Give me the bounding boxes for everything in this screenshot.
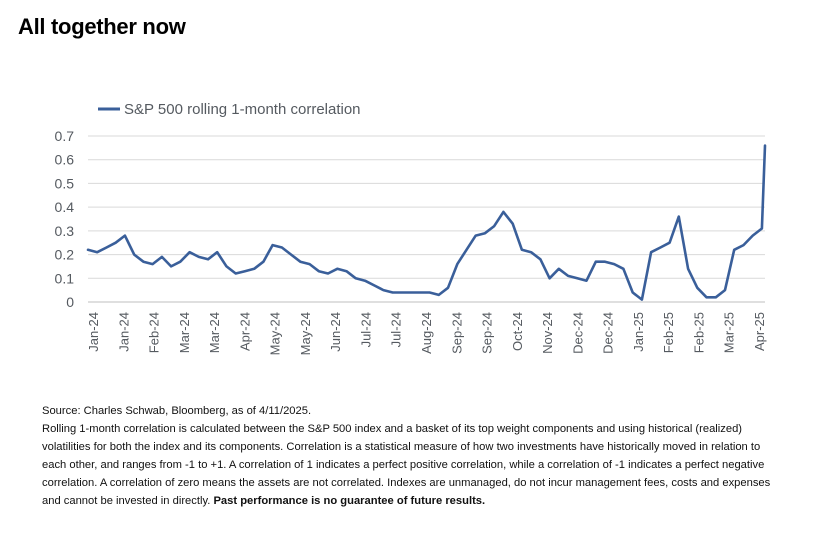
x-tick-label: May-24 — [268, 312, 283, 355]
x-tick-label: Feb-24 — [147, 312, 162, 353]
x-tick-label: Aug-24 — [419, 312, 434, 354]
x-tick-label: Sep-24 — [480, 312, 495, 354]
y-tick-label: 0.6 — [55, 152, 75, 168]
series-group — [86, 144, 767, 301]
x-tick-label: Feb-25 — [661, 312, 676, 353]
legend: S&P 500 rolling 1-month correlation — [98, 101, 361, 118]
chart-notes: Source: Charles Schwab, Bloomberg, as of… — [42, 402, 782, 510]
x-tick-label: Jun-24 — [328, 312, 343, 352]
y-tick-label: 0.2 — [55, 247, 75, 263]
x-tick-label: Mar-24 — [207, 312, 222, 353]
source-note: Source: Charles Schwab, Bloomberg, as of… — [42, 405, 312, 417]
x-tick-label: Jan-24 — [86, 312, 101, 352]
y-tick-label: 0.3 — [55, 223, 75, 239]
x-tick-label: Feb-25 — [691, 312, 706, 353]
x-tick-label: Jul-24 — [358, 312, 373, 347]
x-tick-label: Jul-24 — [389, 312, 404, 347]
x-tick-label: Apr-24 — [237, 312, 252, 351]
x-tick-label: Mar-24 — [177, 312, 192, 353]
x-tick-label: Mar-25 — [722, 312, 737, 353]
disclaimer-text: Past performance is no guarantee of futu… — [213, 495, 486, 507]
x-tick-label: May-24 — [298, 312, 313, 355]
x-tick-label: Dec-24 — [570, 312, 585, 354]
x-tick-label: Sep-24 — [449, 312, 464, 354]
y-axis-ticks: 0 0.1 0.2 0.3 0.4 0.5 0.6 0.7 — [55, 128, 75, 310]
x-tick-label: Oct-24 — [510, 312, 525, 351]
y-tick-label: 0.5 — [55, 175, 75, 191]
methodology-text: Rolling 1-month correlation is calculate… — [42, 423, 771, 507]
x-tick-label: Jan-25 — [631, 312, 646, 352]
y-tick-label: 0.1 — [55, 270, 75, 286]
legend-label: S&P 500 rolling 1-month correlation — [124, 101, 361, 118]
series-line-sp500-correlation — [86, 144, 767, 301]
x-tick-label: Apr-25 — [752, 312, 767, 351]
gridlines — [88, 135, 765, 303]
y-tick-label: 0.4 — [55, 199, 75, 215]
y-tick-label: 0.7 — [55, 128, 75, 144]
y-tick-label: 0 — [66, 294, 74, 310]
x-axis-ticks: Jan-24 Jan-24 Feb-24 Mar-24 Mar-24 Apr-24 May-… — [86, 312, 767, 355]
chart-area: S&P 500 rolling 1-month correlation 0 0.1… — [0, 84, 817, 384]
x-tick-label: Jan-24 — [116, 312, 131, 352]
correlation-line-chart: S&P 500 rolling 1-month correlation 0 0.1… — [55, 101, 767, 355]
x-tick-label: Nov-24 — [540, 312, 555, 354]
page-title: All together now — [18, 14, 186, 39]
methodology-note: Rolling 1-month correlation is calculate… — [42, 420, 782, 510]
x-tick-label: Dec-24 — [601, 312, 616, 354]
